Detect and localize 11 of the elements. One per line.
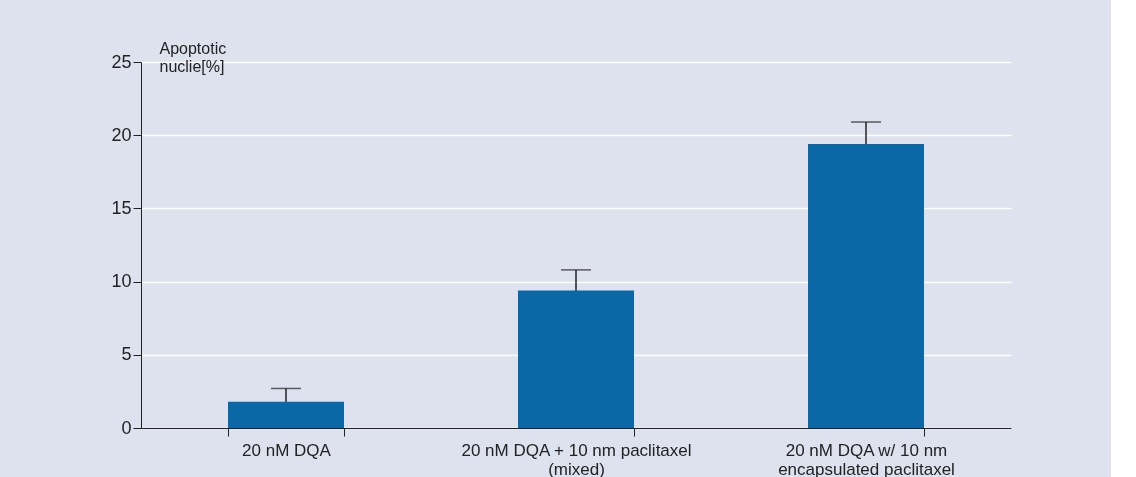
- x-tick-label: 20 nM DQA: [242, 440, 332, 460]
- y-tick-label: 5: [121, 344, 132, 365]
- bar: [808, 143, 924, 428]
- y-tick-label: 10: [111, 271, 132, 292]
- y-tick-label: 25: [111, 51, 132, 72]
- bar: [518, 290, 634, 428]
- y-axis-title: Apoptotic nuclie[%]: [159, 39, 227, 75]
- y-tick-label: 0: [121, 417, 132, 438]
- bar: [228, 401, 344, 428]
- y-tick-label: 20: [111, 124, 132, 145]
- y-tick-label: 15: [111, 197, 132, 218]
